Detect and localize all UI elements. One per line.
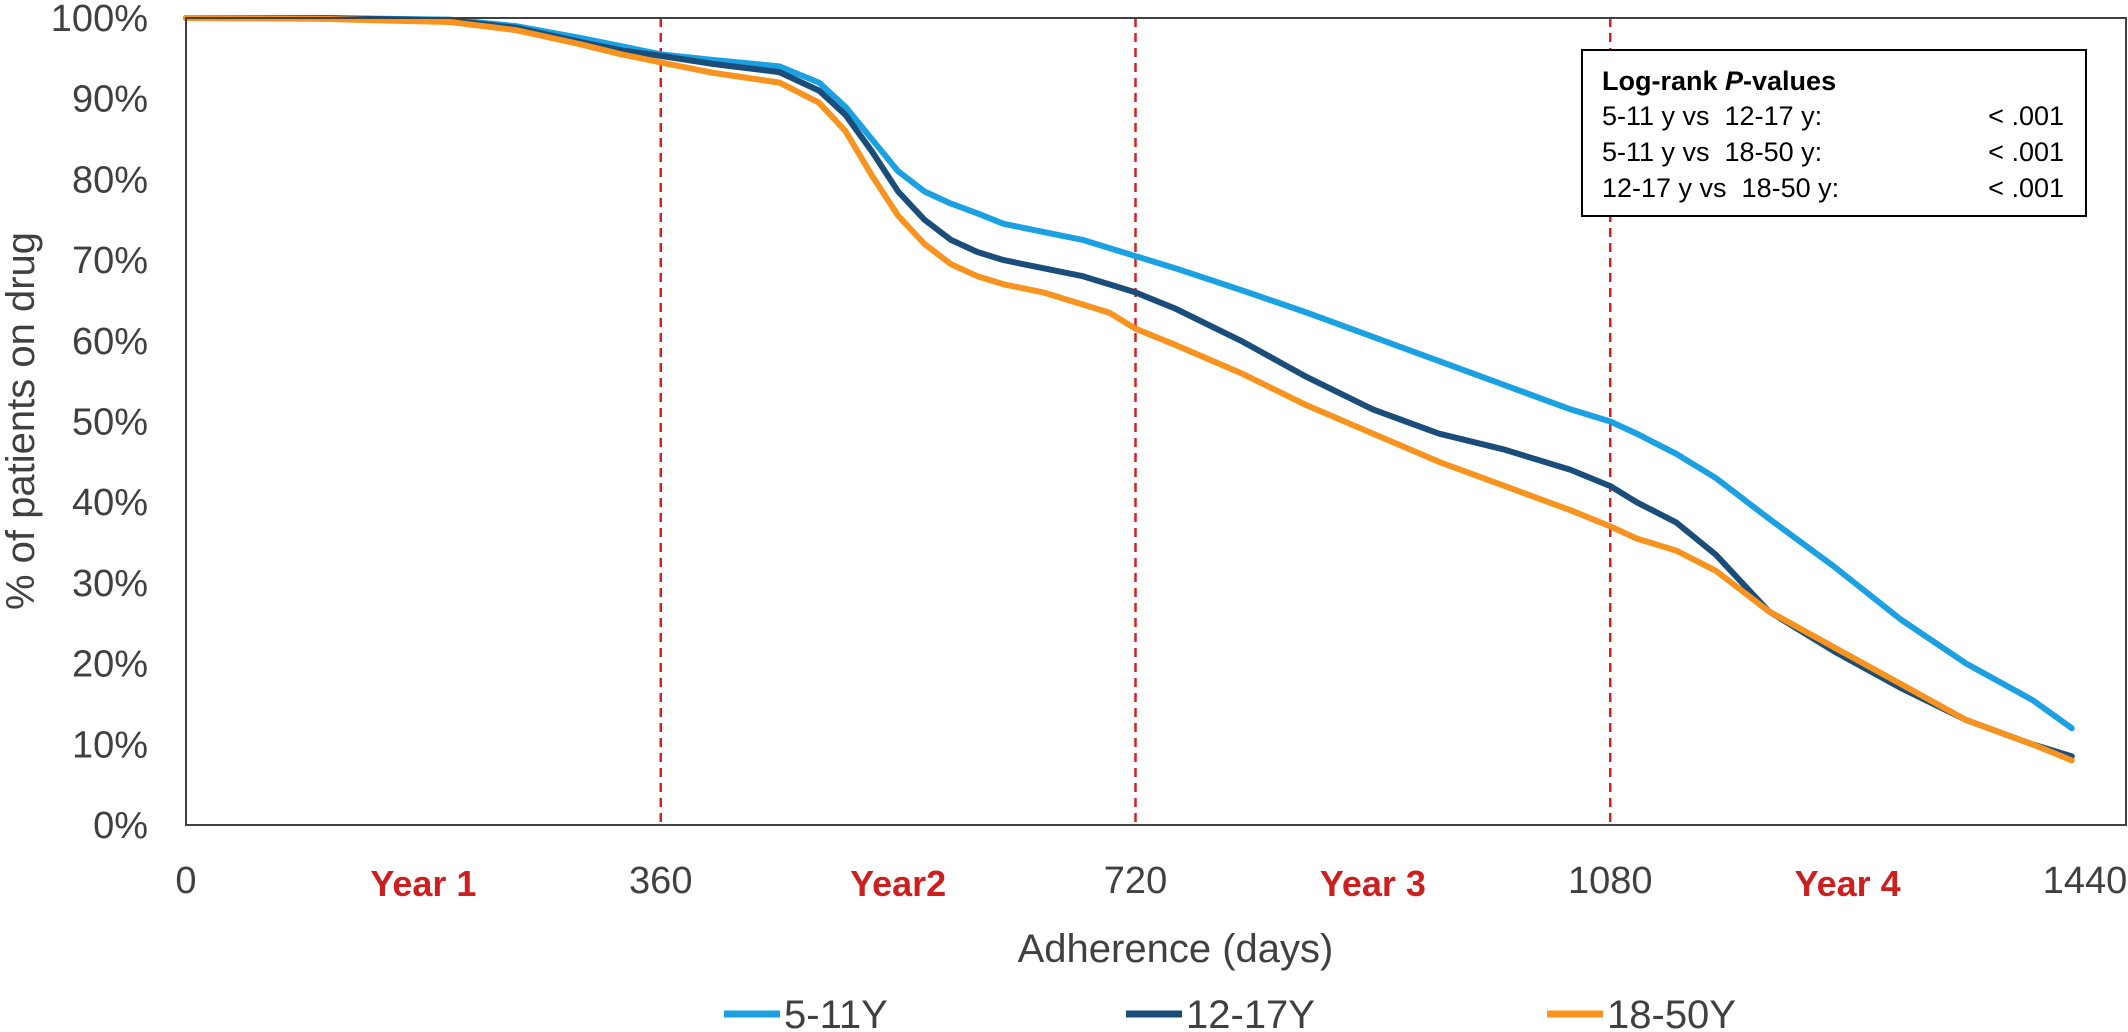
y-axis-title: % of patients on drug — [0, 232, 43, 610]
y-tick-label: 70% — [72, 240, 148, 282]
series-lines — [183, 15, 2075, 764]
logrank-annotation-box: Log-rank P-values 5-11 y vs 12-17 y: < .… — [1581, 49, 2087, 217]
legend-label: 12-17Y — [1186, 993, 1315, 1032]
series-line — [183, 15, 2075, 760]
y-tick-label: 0% — [93, 805, 148, 847]
y-tick-label: 30% — [72, 563, 148, 605]
year-label: Year 4 — [1795, 863, 1901, 904]
y-tick-label: 10% — [72, 724, 148, 766]
year-label: Year2 — [850, 863, 946, 904]
logrank-row-value: < .001 — [1988, 173, 2064, 203]
plot-frame — [185, 17, 2127, 826]
y-tick-label: 20% — [72, 644, 148, 686]
legend-label: 18-50Y — [1607, 993, 1736, 1032]
logrank-title: Log-rank P-values — [1602, 66, 1836, 96]
x-axis-ticks: 0 360 720 1080 1440 — [175, 860, 2127, 902]
logrank-row-label: 12-17 y vs 18-50 y: — [1602, 173, 1839, 203]
logrank-title-italic: P — [1725, 66, 1744, 96]
y-tick-label: 90% — [72, 79, 148, 121]
logrank-title-prefix: Log-rank — [1602, 66, 1725, 96]
logrank-row-label: 5-11 y vs 18-50 y: — [1602, 137, 1822, 167]
logrank-title-suffix: -values — [1743, 66, 1836, 96]
x-tick-label: 1080 — [1568, 860, 1653, 902]
x-tick-label: 720 — [1104, 860, 1167, 902]
logrank-box-border — [1581, 49, 2087, 217]
logrank-row-value: < .001 — [1988, 101, 2064, 131]
logrank-row-value: < .001 — [1988, 137, 2064, 167]
series-line — [183, 15, 2075, 764]
y-axis-ticks: 0% 10% 20% 30% 40% 50% 60% 70% 80% 90% 100% — [51, 0, 148, 847]
legend-label: 5-11Y — [784, 993, 888, 1032]
y-tick-label: 100% — [51, 0, 148, 40]
logrank-row-label: 5-11 y vs 12-17 y: — [1602, 101, 1822, 131]
x-tick-label: 1440 — [2043, 860, 2128, 902]
legend: 5-11Y 12-17Y 18-50Y — [724, 993, 1736, 1032]
x-tick-label: 0 — [175, 860, 196, 902]
year-label: Year 1 — [370, 863, 476, 904]
year-label: Year 3 — [1320, 863, 1426, 904]
y-tick-label: 50% — [72, 402, 148, 444]
y-tick-label: 80% — [72, 159, 148, 201]
x-tick-label: 360 — [629, 860, 692, 902]
y-tick-label: 40% — [72, 482, 148, 524]
y-tick-label: 60% — [72, 321, 148, 363]
year-reference-lines — [659, 18, 1612, 825]
year-labels: Year 1 Year2 Year 3 Year 4 — [370, 863, 1900, 904]
x-axis-title: Adherence (days) — [1018, 927, 1334, 971]
